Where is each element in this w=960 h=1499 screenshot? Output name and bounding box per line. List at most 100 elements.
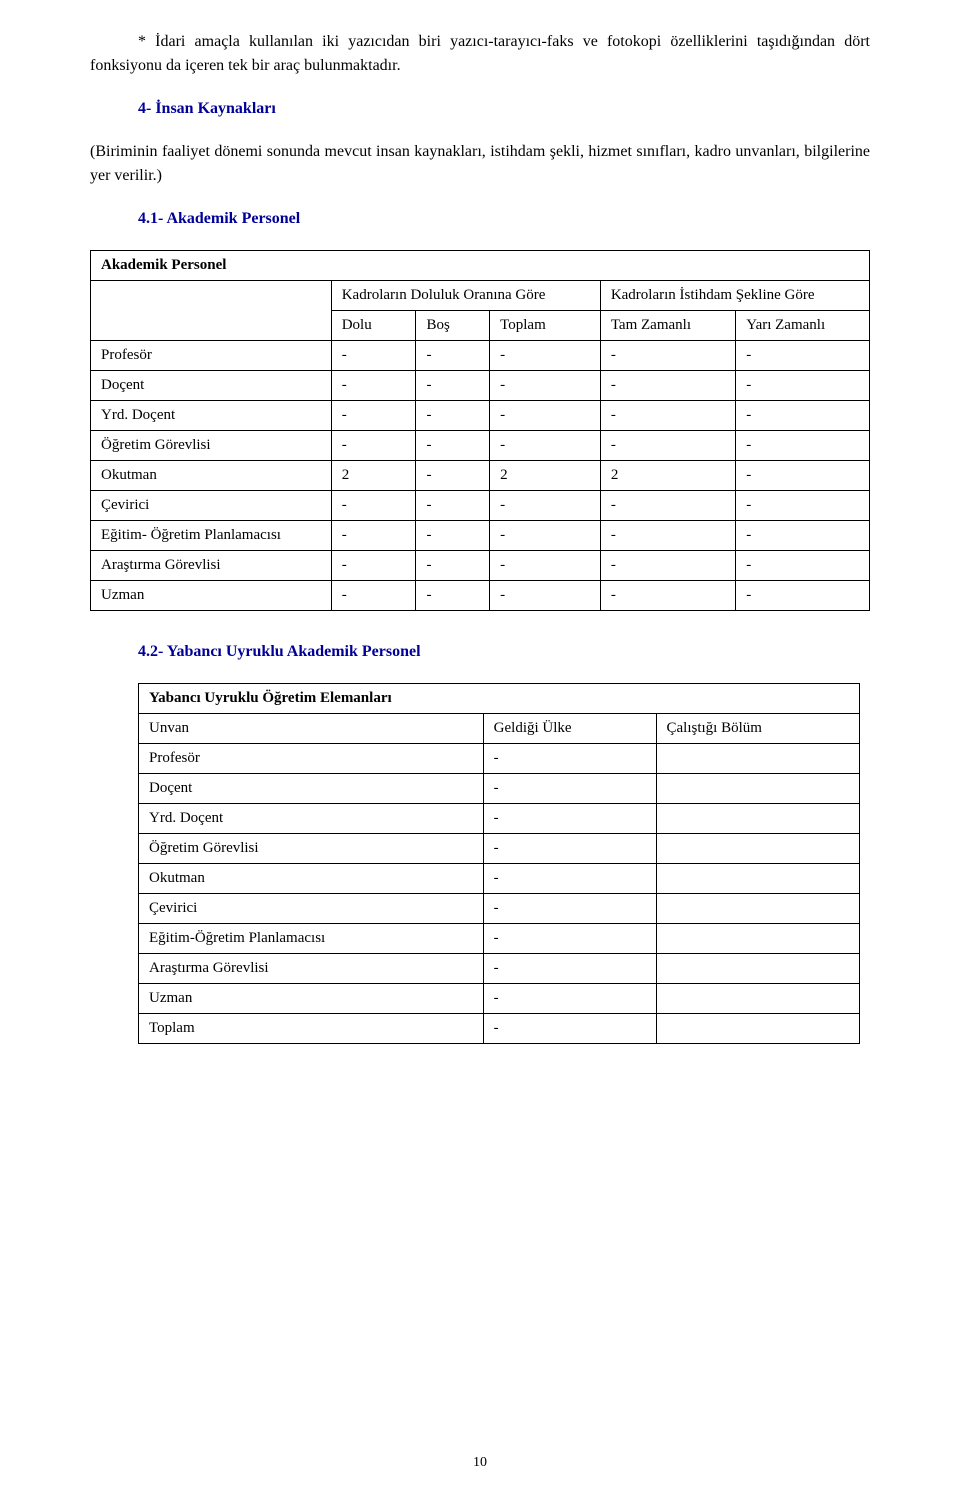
row-cell: -: [483, 774, 656, 804]
table-row: Okutman2-22-: [91, 461, 870, 491]
table-row: Toplam-: [139, 1014, 860, 1044]
table-row: Uzman-: [139, 984, 860, 1014]
table1-col-bos: Boş: [416, 311, 490, 341]
academic-personnel-table: Akademik Personel Kadroların Doluluk Ora…: [90, 250, 870, 611]
row-cell: -: [736, 431, 870, 461]
table1-group2-header: Kadroların İstihdam Şekline Göre: [600, 281, 869, 311]
table1-empty-header: [91, 281, 332, 341]
table1-title: Akademik Personel: [91, 251, 870, 281]
table-row: Doçent-: [139, 774, 860, 804]
row-cell: -: [416, 341, 490, 371]
row-cell: -: [416, 371, 490, 401]
table2-col-calistigi-bolum: Çalıştığı Bölüm: [656, 714, 860, 744]
row-cell: -: [416, 431, 490, 461]
row-label: Yrd. Doçent: [91, 401, 332, 431]
row-cell: -: [331, 371, 416, 401]
row-cell: -: [483, 954, 656, 984]
row-label: Çevirici: [139, 894, 484, 924]
row-cell: -: [483, 1014, 656, 1044]
row-cell: -: [490, 491, 601, 521]
row-cell: -: [331, 431, 416, 461]
row-cell: -: [416, 491, 490, 521]
table-row: Eğitim- Öğretim Planlamacısı-----: [91, 521, 870, 551]
table-row: Öğretim Görevlisi-: [139, 834, 860, 864]
row-cell: -: [331, 401, 416, 431]
row-cell: -: [416, 551, 490, 581]
table-row: Profesör-: [139, 744, 860, 774]
table-row: Okutman-: [139, 864, 860, 894]
row-cell: -: [483, 894, 656, 924]
row-cell: -: [490, 341, 601, 371]
table1-col-tam-zamanli: Tam Zamanlı: [600, 311, 735, 341]
row-cell: -: [600, 491, 735, 521]
row-label: Profesör: [91, 341, 332, 371]
table-row: Yrd. Doçent-----: [91, 401, 870, 431]
row-cell: 2: [331, 461, 416, 491]
row-label: Okutman: [139, 864, 484, 894]
row-cell: [656, 924, 860, 954]
row-cell: -: [416, 461, 490, 491]
row-label: Çevirici: [91, 491, 332, 521]
row-cell: -: [600, 371, 735, 401]
row-label: Uzman: [91, 581, 332, 611]
row-label: Profesör: [139, 744, 484, 774]
row-label: Okutman: [91, 461, 332, 491]
table2-col-geldigi-ulke: Geldiği Ülke: [483, 714, 656, 744]
table-row: Araştırma Görevlisi-----: [91, 551, 870, 581]
row-label: Eğitim-Öğretim Planlamacısı: [139, 924, 484, 954]
row-cell: -: [483, 744, 656, 774]
row-cell: -: [600, 341, 735, 371]
table-row: Profesör-----: [91, 341, 870, 371]
table1-col-yari-zamanli: Yarı Zamanlı: [736, 311, 870, 341]
row-cell: -: [736, 491, 870, 521]
row-cell: -: [736, 581, 870, 611]
row-cell: [656, 744, 860, 774]
table-row: Yrd. Doçent-: [139, 804, 860, 834]
row-cell: [656, 894, 860, 924]
row-label: Araştırma Görevlisi: [91, 551, 332, 581]
row-cell: -: [490, 581, 601, 611]
row-label: Araştırma Görevlisi: [139, 954, 484, 984]
row-cell: [656, 804, 860, 834]
row-cell: -: [483, 864, 656, 894]
row-cell: [656, 984, 860, 1014]
row-label: Öğretim Görevlisi: [91, 431, 332, 461]
row-label: Öğretim Görevlisi: [139, 834, 484, 864]
row-cell: -: [416, 521, 490, 551]
row-cell: -: [331, 581, 416, 611]
row-cell: -: [736, 341, 870, 371]
table-row: Araştırma Görevlisi-: [139, 954, 860, 984]
table-row: Çevirici-----: [91, 491, 870, 521]
row-cell: 2: [490, 461, 601, 491]
row-cell: [656, 774, 860, 804]
table-row: Uzman-----: [91, 581, 870, 611]
row-cell: -: [600, 431, 735, 461]
row-label: Doçent: [91, 371, 332, 401]
row-cell: -: [483, 834, 656, 864]
page-number: 10: [0, 1455, 960, 1471]
table2-title: Yabancı Uyruklu Öğretim Elemanları: [139, 684, 860, 714]
row-label: Eğitim- Öğretim Planlamacısı: [91, 521, 332, 551]
table1-group1-header: Kadroların Doluluk Oranına Göre: [331, 281, 600, 311]
row-cell: -: [483, 924, 656, 954]
table1-col-toplam: Toplam: [490, 311, 601, 341]
row-cell: -: [416, 401, 490, 431]
row-cell: -: [331, 521, 416, 551]
row-cell: -: [490, 401, 601, 431]
section-4-body: (Biriminin faaliyet dönemi sonunda mevcu…: [90, 140, 870, 188]
table-row: Öğretim Görevlisi-----: [91, 431, 870, 461]
row-cell: -: [490, 431, 601, 461]
row-cell: -: [600, 581, 735, 611]
row-cell: -: [483, 984, 656, 1014]
row-cell: -: [416, 581, 490, 611]
row-cell: [656, 954, 860, 984]
row-cell: -: [736, 461, 870, 491]
row-cell: -: [490, 521, 601, 551]
row-cell: 2: [600, 461, 735, 491]
row-cell: -: [331, 551, 416, 581]
section-4-heading: 4- İnsan Kaynakları: [90, 100, 870, 118]
row-label: Uzman: [139, 984, 484, 1014]
row-cell: -: [490, 371, 601, 401]
row-label: Doçent: [139, 774, 484, 804]
foreign-academic-personnel-table: Yabancı Uyruklu Öğretim Elemanları Unvan…: [138, 683, 860, 1044]
